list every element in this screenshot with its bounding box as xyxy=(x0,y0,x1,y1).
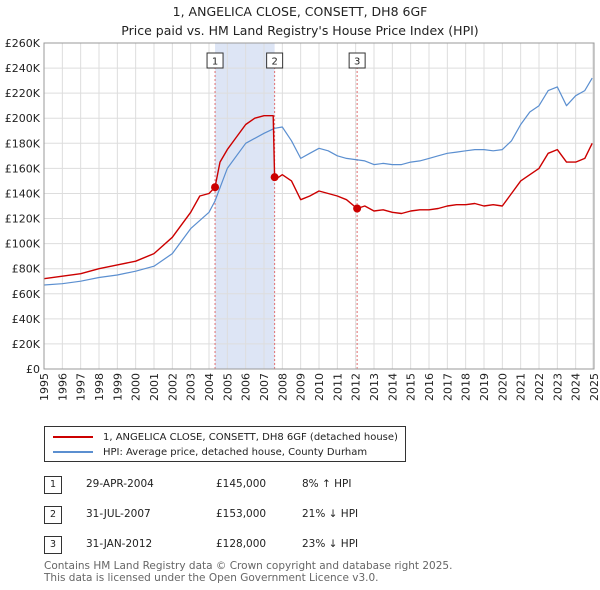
y-tick-label: £100K xyxy=(5,238,41,251)
x-tick-label: 2017 xyxy=(441,373,454,401)
x-tick-label: 2008 xyxy=(276,373,289,401)
legend-swatch-property xyxy=(53,436,93,438)
x-tick-label: 2014 xyxy=(386,373,399,401)
x-tick-label: 2022 xyxy=(533,373,546,401)
transaction-number: 2 xyxy=(44,506,62,524)
y-tick-label: £260K xyxy=(5,37,41,50)
x-tick-label: 2002 xyxy=(166,373,179,401)
x-tick-label: 2018 xyxy=(460,373,473,401)
sale-point xyxy=(270,173,279,182)
x-tick-label: 2005 xyxy=(221,373,234,401)
transaction-row: 3 31-JAN-2012 £128,000 23% ↓ HPI xyxy=(44,536,384,554)
x-tick-label: 2020 xyxy=(496,373,509,401)
chart-title: 1, ANGELICA CLOSE, CONSETT, DH8 6GF Pric… xyxy=(0,2,600,40)
sale-marker-box xyxy=(348,52,366,69)
sale-marker-label: 2 xyxy=(271,57,277,68)
transaction-row: 1 29-APR-2004 £145,000 8% ↑ HPI xyxy=(44,476,384,494)
footer-line2: This data is licensed under the Open Gov… xyxy=(44,572,379,584)
x-tick-label: 2025 xyxy=(588,373,600,401)
shaded-period xyxy=(215,43,275,369)
x-tick-label: 1998 xyxy=(93,373,106,401)
x-tick-label: 2006 xyxy=(240,373,253,401)
x-tick-label: 2003 xyxy=(185,373,198,401)
footer-line1: Contains HM Land Registry data © Crown c… xyxy=(44,560,453,572)
x-tick-label: 2001 xyxy=(148,373,161,401)
price-chart: 1 2 3 £0 £20K £40K £60K £80K £100K £120K £140K £16… xyxy=(5,37,600,401)
x-tick-label: 2013 xyxy=(368,373,381,401)
x-tick-label: 1995 xyxy=(38,373,51,401)
series-line-property xyxy=(43,115,593,280)
y-tick-label: £20K xyxy=(12,338,41,351)
sale-marker-label: 3 xyxy=(354,57,360,68)
shaded-period-layer xyxy=(215,43,594,369)
legend: 1, ANGELICA CLOSE, CONSETT, DH8 6GF (det… xyxy=(44,426,406,462)
x-tick-label: 2004 xyxy=(203,373,216,401)
transaction-date: 31-JAN-2012 xyxy=(86,538,153,550)
x-tick-label: 2007 xyxy=(258,373,271,401)
x-axis-ticks: 1995 1996 1997 1998 1999 2000 2001 2002 2003 2004… xyxy=(38,373,600,401)
y-tick-label: £220K xyxy=(5,87,41,100)
x-tick-label: 1999 xyxy=(111,373,124,401)
transaction-number: 1 xyxy=(44,476,62,494)
legend-label-property: 1, ANGELICA CLOSE, CONSETT, DH8 6GF (det… xyxy=(103,431,398,443)
sale-marker-box xyxy=(206,52,224,69)
x-tick-label: 1996 xyxy=(56,373,69,401)
series-layer xyxy=(43,77,593,286)
forecast-region xyxy=(592,43,594,369)
legend-swatch-hpi xyxy=(53,451,93,453)
y-tick-label: £80K xyxy=(12,263,41,276)
transaction-hpi-diff: 23% ↓ HPI xyxy=(302,538,359,550)
y-tick-label: £0 xyxy=(26,363,40,376)
transaction-number: 3 xyxy=(44,536,62,554)
x-tick-label: 2011 xyxy=(331,373,344,401)
x-tick-label: 2024 xyxy=(570,373,583,401)
legend-item-property: 1, ANGELICA CLOSE, CONSETT, DH8 6GF (det… xyxy=(53,430,398,444)
sale-point xyxy=(211,183,220,192)
x-tick-label: 2019 xyxy=(478,373,491,401)
chart-title-line2: Price paid vs. HM Land Registry's House … xyxy=(121,23,479,38)
sale-marker-labels: 1 2 3 xyxy=(206,52,366,69)
transaction-price: £128,000 xyxy=(216,538,267,550)
transaction-hpi-diff: 21% ↓ HPI xyxy=(302,508,359,520)
transaction-price: £153,000 xyxy=(216,508,267,520)
x-tick-label: 2016 xyxy=(423,373,436,401)
y-axis-ticks: £0 £20K £40K £60K £80K £100K £120K £140K £160K £1… xyxy=(5,37,41,376)
x-tick-label: 2009 xyxy=(295,373,308,401)
x-tick-label: 2012 xyxy=(350,373,363,401)
y-tick-label: £60K xyxy=(12,288,41,301)
grid-layer xyxy=(43,42,595,370)
footer-attribution: Contains HM Land Registry data © Crown c… xyxy=(44,560,452,584)
plot-frame xyxy=(43,42,595,370)
transaction-price: £145,000 xyxy=(216,478,267,490)
sale-marker-label: 1 xyxy=(212,57,218,68)
y-tick-label: £140K xyxy=(5,187,41,200)
legend-item-hpi: HPI: Average price, detached house, Coun… xyxy=(53,445,367,459)
legend-label-hpi: HPI: Average price, detached house, Coun… xyxy=(103,446,368,458)
y-tick-label: £40K xyxy=(12,313,41,326)
series-line-hpi xyxy=(43,77,593,286)
x-tick-label: 1997 xyxy=(75,373,88,401)
x-tick-label: 2015 xyxy=(405,373,418,401)
transaction-date: 31-JUL-2007 xyxy=(86,508,151,520)
y-tick-label: £240K xyxy=(5,62,41,75)
transaction-row: 2 31-JUL-2007 £153,000 21% ↓ HPI xyxy=(44,506,384,524)
chart-title-line1: 1, ANGELICA CLOSE, CONSETT, DH8 6GF xyxy=(172,4,428,19)
y-tick-label: £160K xyxy=(5,162,41,175)
y-tick-label: £180K xyxy=(5,137,41,150)
transaction-hpi-diff: 8% ↑ HPI xyxy=(302,478,352,490)
sale-points xyxy=(211,173,362,213)
y-tick-label: £200K xyxy=(5,112,41,125)
x-tick-label: 2010 xyxy=(313,373,326,401)
x-tick-label: 2021 xyxy=(515,373,528,401)
x-tick-label: 2023 xyxy=(551,373,564,401)
sale-point xyxy=(353,204,362,213)
x-tick-label: 2000 xyxy=(130,373,143,401)
sale-marker-box xyxy=(266,52,284,69)
transaction-date: 29-APR-2004 xyxy=(86,478,154,490)
y-tick-label: £120K xyxy=(5,213,41,226)
